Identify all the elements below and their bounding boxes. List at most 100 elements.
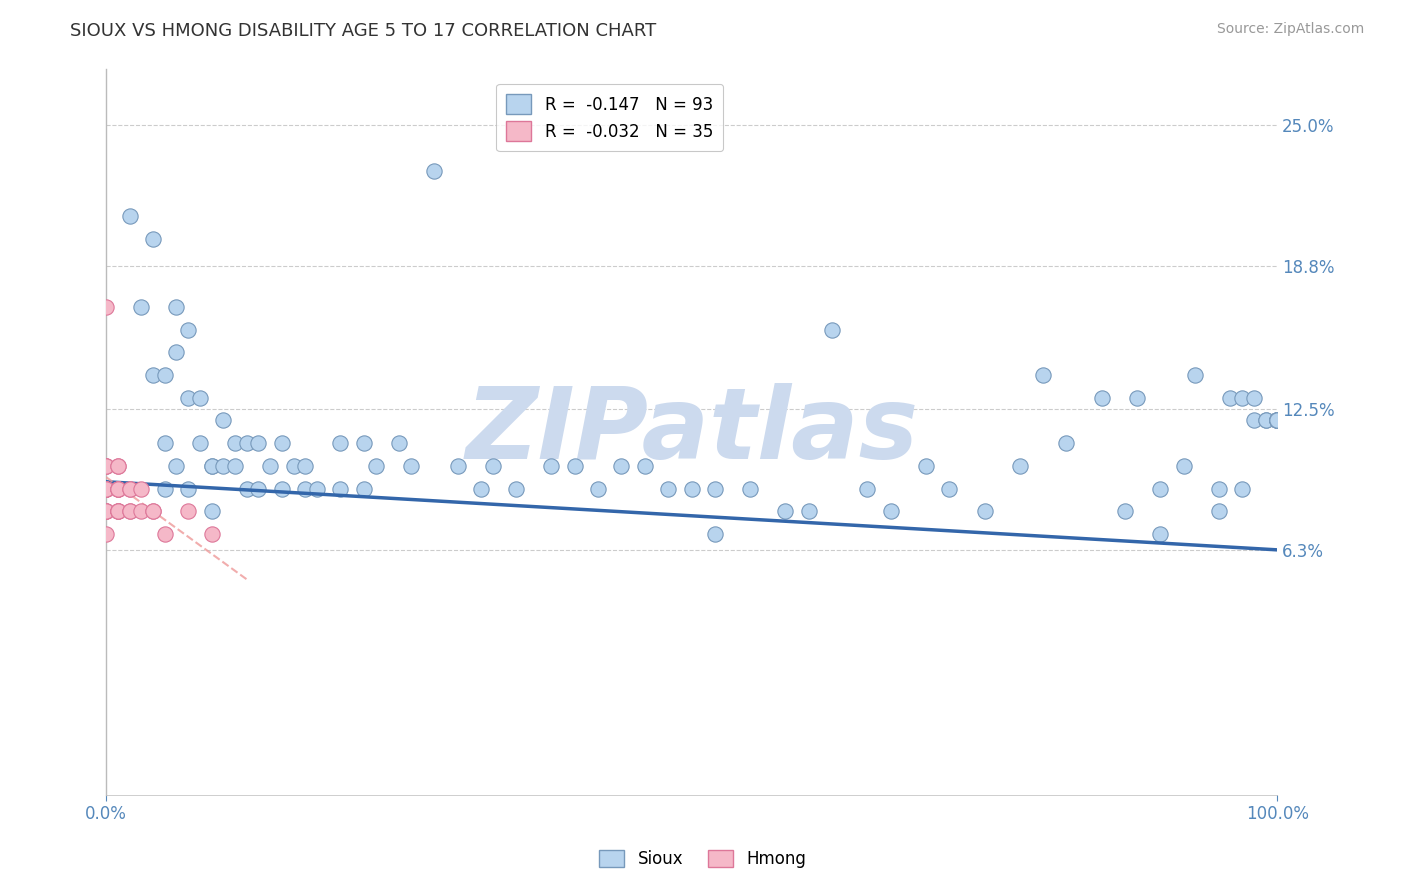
- Point: [1230, 482, 1253, 496]
- Point: [1149, 482, 1171, 496]
- Point: [224, 436, 246, 450]
- Point: [294, 458, 316, 473]
- Point: [681, 482, 703, 496]
- Point: [212, 413, 235, 427]
- Point: [118, 482, 141, 496]
- Point: [634, 458, 657, 473]
- Point: [1114, 504, 1136, 518]
- Point: [212, 458, 235, 473]
- Point: [283, 458, 305, 473]
- Legend: R =  -0.147   N = 93, R =  -0.032   N = 35: R = -0.147 N = 93, R = -0.032 N = 35: [496, 84, 723, 152]
- Point: [329, 436, 352, 450]
- Point: [96, 504, 118, 518]
- Point: [1265, 413, 1288, 427]
- Point: [107, 482, 129, 496]
- Point: [107, 482, 129, 496]
- Point: [107, 482, 129, 496]
- Point: [470, 482, 492, 496]
- Point: [305, 482, 328, 496]
- Point: [236, 482, 259, 496]
- Point: [388, 436, 411, 450]
- Point: [166, 458, 188, 473]
- Point: [142, 368, 165, 382]
- Point: [177, 482, 200, 496]
- Point: [775, 504, 797, 518]
- Point: [96, 482, 118, 496]
- Point: [188, 391, 211, 405]
- Point: [353, 482, 375, 496]
- Point: [96, 482, 118, 496]
- Point: [399, 458, 422, 473]
- Point: [96, 300, 118, 314]
- Point: [704, 527, 727, 541]
- Point: [610, 458, 633, 473]
- Point: [1265, 413, 1288, 427]
- Point: [96, 504, 118, 518]
- Point: [153, 436, 176, 450]
- Point: [107, 458, 129, 473]
- Point: [247, 482, 270, 496]
- Point: [153, 527, 176, 541]
- Point: [1265, 413, 1288, 427]
- Point: [177, 391, 200, 405]
- Point: [177, 504, 200, 518]
- Point: [1254, 413, 1277, 427]
- Point: [166, 300, 188, 314]
- Legend: Sioux, Hmong: Sioux, Hmong: [593, 843, 813, 875]
- Point: [247, 436, 270, 450]
- Point: [177, 323, 200, 337]
- Point: [1265, 413, 1288, 427]
- Point: [938, 482, 960, 496]
- Point: [880, 504, 903, 518]
- Point: [294, 482, 316, 496]
- Point: [224, 458, 246, 473]
- Point: [1208, 504, 1230, 518]
- Point: [1243, 413, 1265, 427]
- Point: [540, 458, 562, 473]
- Point: [96, 482, 118, 496]
- Point: [1125, 391, 1147, 405]
- Point: [1265, 413, 1288, 427]
- Point: [107, 458, 129, 473]
- Point: [188, 436, 211, 450]
- Point: [1254, 413, 1277, 427]
- Point: [1091, 391, 1114, 405]
- Point: [96, 458, 118, 473]
- Point: [107, 482, 129, 496]
- Point: [797, 504, 820, 518]
- Point: [353, 436, 375, 450]
- Point: [1208, 482, 1230, 496]
- Point: [131, 300, 153, 314]
- Point: [364, 458, 387, 473]
- Point: [201, 504, 224, 518]
- Point: [153, 482, 176, 496]
- Point: [142, 504, 165, 518]
- Point: [446, 458, 468, 473]
- Point: [740, 482, 762, 496]
- Point: [1265, 413, 1288, 427]
- Point: [142, 232, 165, 246]
- Point: [142, 504, 165, 518]
- Text: ZIPatlas: ZIPatlas: [465, 384, 918, 480]
- Point: [107, 504, 129, 518]
- Text: SIOUX VS HMONG DISABILITY AGE 5 TO 17 CORRELATION CHART: SIOUX VS HMONG DISABILITY AGE 5 TO 17 CO…: [70, 22, 657, 40]
- Point: [1219, 391, 1241, 405]
- Point: [1265, 413, 1288, 427]
- Point: [329, 482, 352, 496]
- Point: [259, 458, 281, 473]
- Point: [1265, 413, 1288, 427]
- Point: [915, 458, 938, 473]
- Point: [118, 209, 141, 223]
- Point: [657, 482, 679, 496]
- Point: [423, 163, 446, 178]
- Point: [270, 436, 292, 450]
- Point: [1243, 391, 1265, 405]
- Point: [131, 482, 153, 496]
- Point: [118, 482, 141, 496]
- Point: [1056, 436, 1078, 450]
- Point: [96, 458, 118, 473]
- Point: [107, 504, 129, 518]
- Point: [118, 504, 141, 518]
- Point: [505, 482, 527, 496]
- Point: [1173, 458, 1195, 473]
